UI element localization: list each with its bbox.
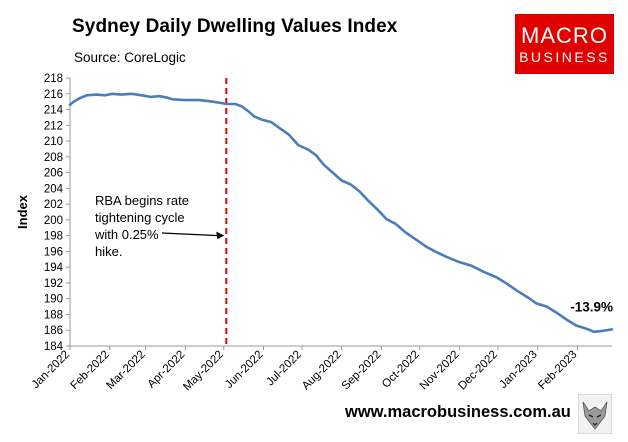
y-axis-title: Index bbox=[15, 194, 30, 229]
rba-annotation-line: with 0.25% bbox=[94, 227, 159, 242]
x-tick-label: Dec-2022 bbox=[456, 349, 500, 393]
x-tick-label: Jun-2022 bbox=[223, 349, 265, 391]
logo-line-2: BUSINESS bbox=[519, 49, 610, 65]
series-line bbox=[68, 92, 614, 334]
y-tick-label: 202 bbox=[44, 199, 63, 211]
x-tick-label: Mar-2022 bbox=[104, 349, 147, 392]
x-tick-label: Feb-2023 bbox=[536, 349, 579, 392]
y-tick-label: 194 bbox=[44, 262, 64, 274]
footer-url[interactable]: www.macrobusiness.com.au bbox=[345, 403, 571, 421]
rba-annotation-arrow bbox=[161, 232, 219, 237]
fox-mascot-icon bbox=[578, 394, 612, 434]
y-tick-label: 190 bbox=[44, 294, 63, 306]
y-tick-label: 214 bbox=[44, 105, 64, 117]
x-tick-label: Jul-2022 bbox=[264, 349, 304, 389]
x-tick-label: Sep-2022 bbox=[340, 349, 384, 393]
y-tick-label: 198 bbox=[44, 231, 63, 243]
macro-business-logo: MACRO BUSINESS bbox=[515, 14, 614, 74]
rba-annotation-line: tightening cycle bbox=[95, 210, 185, 225]
x-tick-label: May-2022 bbox=[181, 349, 226, 394]
y-tick-label: 186 bbox=[44, 325, 63, 337]
y-tick-label: 196 bbox=[44, 246, 63, 258]
x-tick-label: Jan-2023 bbox=[497, 349, 539, 391]
y-tick-label: 218 bbox=[44, 73, 63, 85]
y-tick-label: 184 bbox=[44, 341, 64, 353]
x-tick-label: Aug-2022 bbox=[300, 349, 344, 393]
x-tick-label: Oct-2022 bbox=[380, 349, 422, 391]
rba-annotation-line: hike. bbox=[95, 244, 122, 259]
x-tick-label: Jan-2022 bbox=[30, 349, 72, 391]
rba-annotation-line: RBA begins rate bbox=[95, 193, 189, 208]
y-tick-label: 200 bbox=[44, 215, 63, 227]
rba-annotation-text: RBA begins rate tightening cycle with 0.25… bbox=[94, 193, 189, 259]
y-tick-label: 188 bbox=[44, 309, 63, 321]
rba-annotation-arrowhead bbox=[216, 231, 225, 240]
decline-annotation: -13.9% bbox=[570, 299, 613, 314]
y-tick-label: 206 bbox=[44, 168, 63, 180]
chart-source: Source: CoreLogic bbox=[74, 50, 186, 65]
y-tick-label: 216 bbox=[44, 89, 63, 101]
y-tick-label: 208 bbox=[44, 152, 63, 164]
y-tick-label: 212 bbox=[44, 120, 63, 132]
logo-line-1: MACRO bbox=[521, 23, 608, 48]
x-tick-label: Nov-2022 bbox=[418, 349, 462, 393]
y-tick-label: 210 bbox=[44, 136, 63, 148]
y-tick-label: 204 bbox=[44, 183, 64, 195]
y-tick-label: 192 bbox=[44, 278, 63, 290]
chart-title: Sydney Daily Dwelling Values Index bbox=[72, 16, 398, 37]
